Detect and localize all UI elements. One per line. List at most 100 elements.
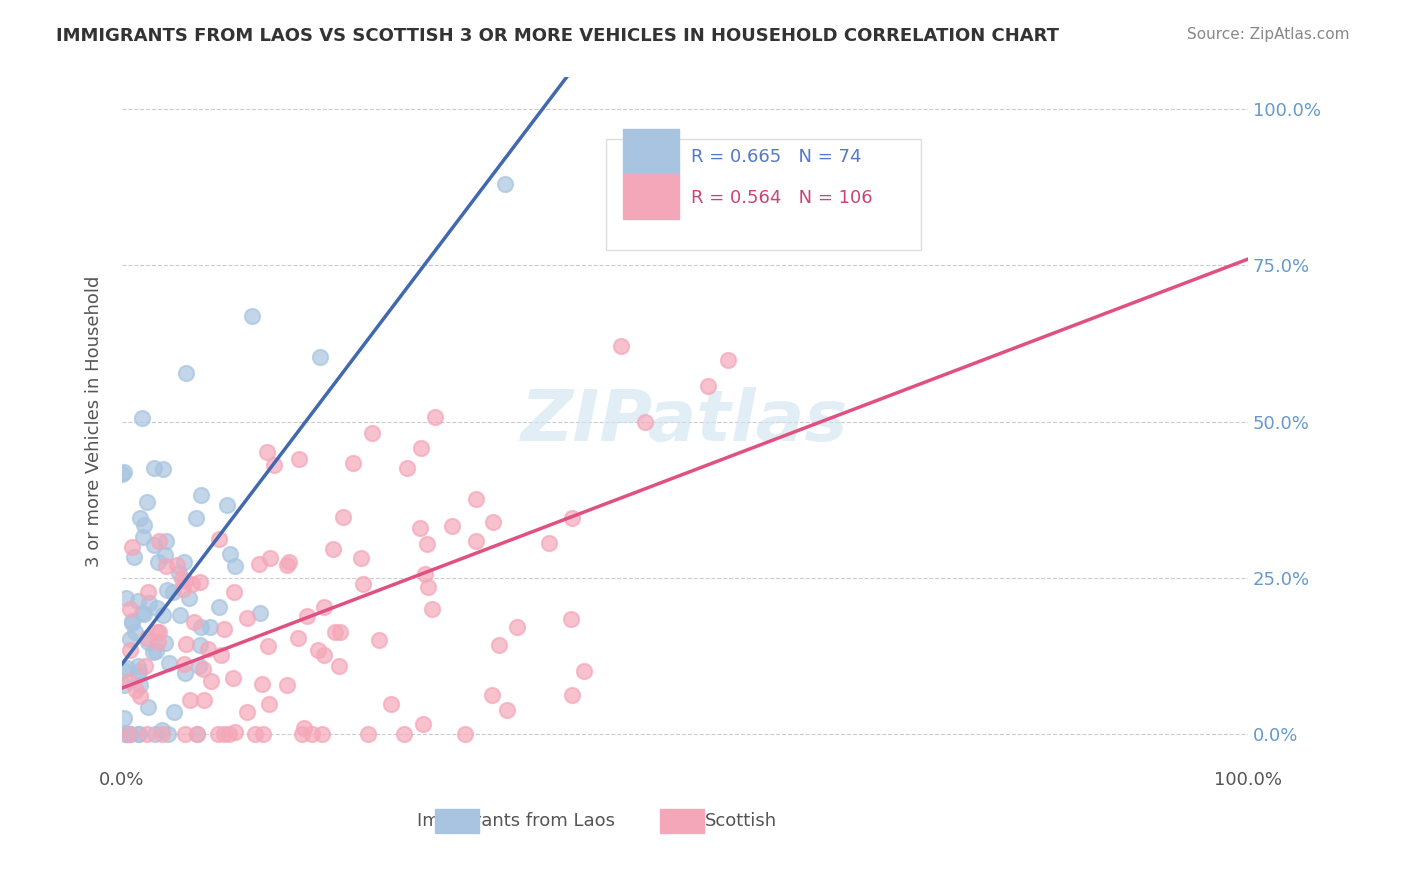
Point [560,612,582,626]
Point [138,596,160,610]
Point [118,727,141,741]
Point [174,727,197,741]
Point [152,607,174,622]
Point [249,557,271,571]
Point [250,677,273,691]
Point [132,517,155,532]
Point [172,582,194,596]
Point [396,460,419,475]
Point [249,607,271,621]
Point [152,462,174,476]
Point [118,643,141,657]
Point [235,705,257,719]
Point [146,601,169,615]
Point [188,638,211,652]
Point [162,585,184,599]
Point [634,416,657,430]
Point [342,456,364,470]
Point [128,665,150,679]
Point [167,566,190,581]
Text: R = 0.665   N = 74: R = 0.665 N = 74 [690,147,860,166]
Point [155,534,177,549]
Point [441,518,464,533]
Point [295,609,318,624]
Point [416,537,439,551]
Point [136,700,159,714]
Point [115,591,138,605]
Point [156,583,179,598]
Point [136,585,159,599]
Point [212,727,235,741]
Point [145,624,167,639]
Point [121,540,143,554]
Text: Immigrants from Laos: Immigrants from Laos [418,812,614,830]
Point [561,511,583,525]
Point [120,727,142,741]
Point [288,452,311,467]
Point [697,379,720,393]
Point [412,717,434,731]
Point [332,509,354,524]
Point [181,577,204,591]
Point [314,648,336,662]
Point [124,625,146,640]
Point [243,727,266,741]
Point [112,711,135,725]
Point [120,632,142,647]
Point [153,636,176,650]
Point [146,555,169,569]
Point [145,644,167,658]
Point [236,611,259,625]
Point [170,572,193,586]
Point [188,574,211,589]
Point [134,659,156,673]
Point [413,567,436,582]
Point [143,461,166,475]
Y-axis label: 3 or more Vehicles in Household: 3 or more Vehicles in Household [86,276,103,567]
Text: R = 0.564   N = 106: R = 0.564 N = 106 [690,189,872,207]
Point [163,705,186,719]
Point [131,410,153,425]
Point [208,600,231,615]
Point [179,692,201,706]
Point [136,635,159,649]
Point [155,559,177,574]
Point [118,601,141,615]
Point [127,658,149,673]
Point [112,678,135,692]
Point [357,727,380,741]
Point [488,639,510,653]
Point [128,727,150,741]
Point [134,607,156,622]
Point [121,616,143,631]
Point [198,620,221,634]
Point [155,548,177,562]
Point [188,658,211,673]
Point [572,665,595,679]
Point [409,521,432,535]
Point [132,531,155,545]
Point [150,723,173,737]
Point [276,678,298,692]
Point [291,727,314,741]
Point [328,658,350,673]
Text: ZIPatlas: ZIPatlas [522,387,849,456]
Point [218,727,240,741]
Point [143,538,166,552]
Point [278,555,301,569]
Point [380,697,402,711]
Point [200,673,222,688]
Point [176,366,198,380]
Point [411,441,433,455]
Point [308,351,330,365]
Text: Source: ZipAtlas.com: Source: ZipAtlas.com [1187,27,1350,42]
Point [481,688,503,702]
Point [150,727,173,741]
Point [609,339,631,353]
Point [349,551,371,566]
Point [329,625,352,640]
Point [118,727,141,741]
Point [111,663,134,677]
Point [148,625,170,640]
Point [197,642,219,657]
